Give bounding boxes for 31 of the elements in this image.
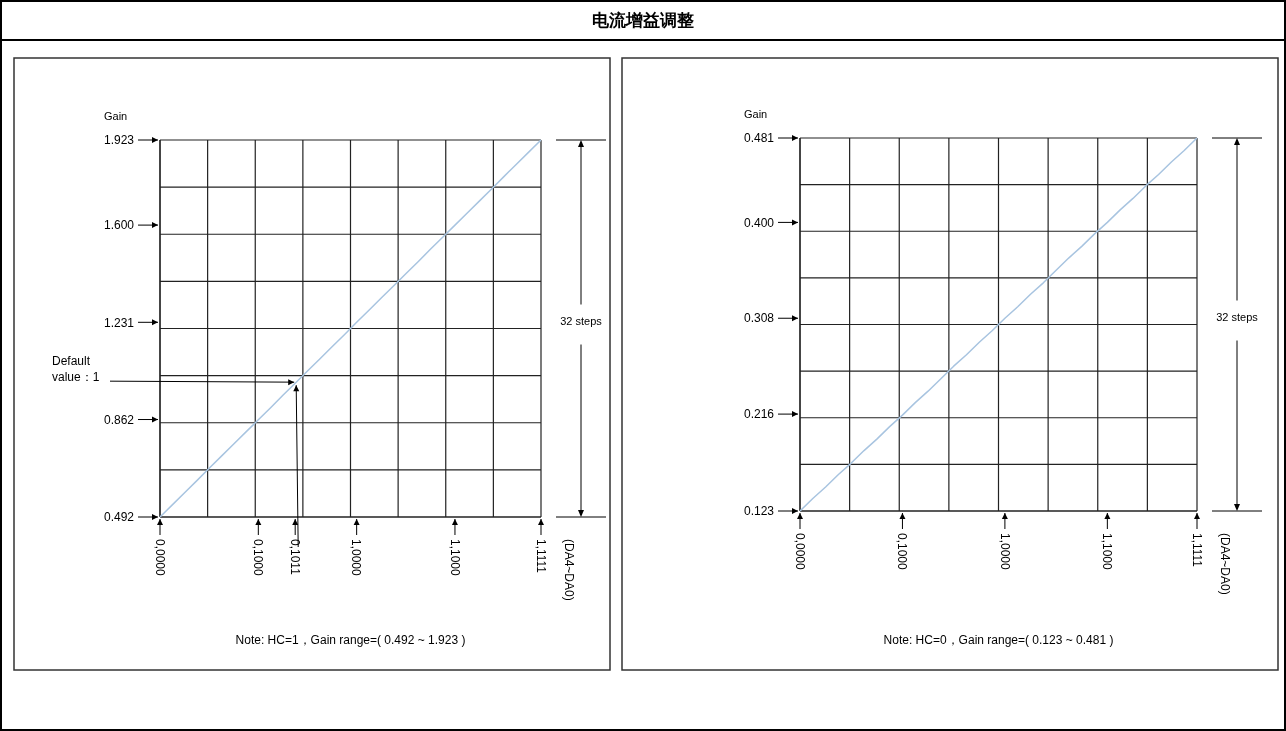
text: Note: HC=0，Gain range=( 0.123 ~ 0.481 ) xyxy=(883,633,1114,647)
y-tick-label: 0.123 xyxy=(743,504,775,519)
x-tick-label: 1,1111 xyxy=(1189,533,1204,568)
y-axis-title: Gain xyxy=(104,110,128,122)
x-tick-label: 1,1111 xyxy=(533,539,548,574)
y-tick-label: 0.492 xyxy=(103,510,135,525)
x-tick-label: 0,1000 xyxy=(251,539,266,577)
y-tick-label: 0.308 xyxy=(743,311,775,326)
y-tick-label: 0.862 xyxy=(103,412,135,427)
text: 电流增益调整 xyxy=(592,10,694,30)
y-tick-label: 0.400 xyxy=(743,215,775,230)
x-tick-label: 1,1000 xyxy=(447,539,462,577)
y-tick-label: 0.481 xyxy=(743,131,775,146)
text: 32 steps xyxy=(1216,310,1259,323)
text: (DA4~DA0) xyxy=(561,539,576,601)
y-tick-label: 1.231 xyxy=(103,315,135,330)
text: 32 steps xyxy=(560,314,603,327)
x-tick-label: 1,1000 xyxy=(1100,533,1115,571)
x-tick-label: 1,0000 xyxy=(349,539,364,577)
y-axis-title: Gain xyxy=(744,108,768,120)
y-tick-label: 1.923 xyxy=(103,133,135,148)
x-tick-label: 0,1011 xyxy=(287,539,302,576)
x-tick-label: 1,0000 xyxy=(997,533,1012,571)
x-tick-label: 0,0000 xyxy=(152,539,167,577)
text: Note: HC=1，Gain range=( 0.492 ~ 1.923 ) xyxy=(235,633,466,647)
text: (DA4~DA0) xyxy=(1217,533,1232,595)
x-tick-label: 0,1000 xyxy=(895,533,910,571)
y-tick-label: 0.216 xyxy=(743,407,775,422)
y-tick-label: 1.600 xyxy=(103,218,135,233)
annotation: Default value：1 xyxy=(52,354,100,384)
x-tick-label: 0,0000 xyxy=(792,533,807,571)
